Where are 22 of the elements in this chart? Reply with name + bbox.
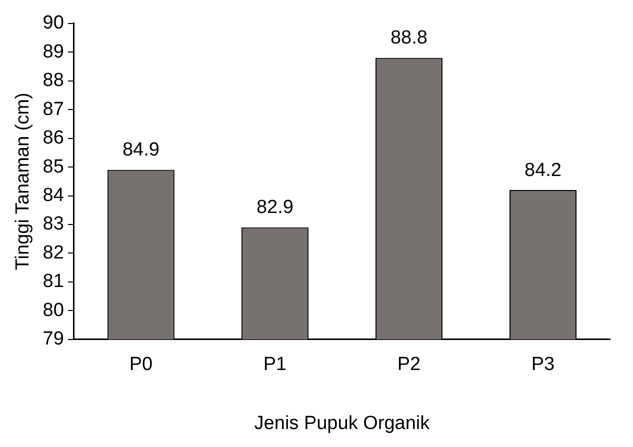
x-axis-title: Jenis Pupuk Organik [254, 412, 430, 434]
y-tick-label: 86 [42, 128, 64, 149]
y-tick-label: 88 [42, 70, 64, 92]
x-tick-label: P2 [397, 354, 421, 376]
y-tick-label: 82 [42, 242, 64, 264]
y-tick-label: 83 [42, 214, 64, 235]
y-tick-label: 80 [42, 300, 64, 321]
y-tick-label: 81 [42, 271, 64, 292]
y-tick-label: 85 [42, 156, 64, 178]
x-tick-label: P3 [531, 354, 555, 376]
data-label: 88.8 [390, 28, 428, 49]
y-tick-label: 89 [42, 41, 64, 62]
x-tick-label: P0 [129, 354, 153, 376]
y-tick-label: 87 [42, 98, 64, 120]
y-axis-title: Tinggi Tanaman (cm) [12, 92, 34, 270]
data-label: 84.9 [122, 140, 160, 161]
data-label: 82.9 [256, 197, 294, 218]
data-label: 84.2 [524, 160, 562, 181]
y-tick-label: 84 [42, 185, 64, 206]
y-tick-label: 90 [42, 12, 64, 34]
y-tick-label: 79 [42, 328, 64, 350]
x-tick-label: P1 [263, 354, 287, 376]
